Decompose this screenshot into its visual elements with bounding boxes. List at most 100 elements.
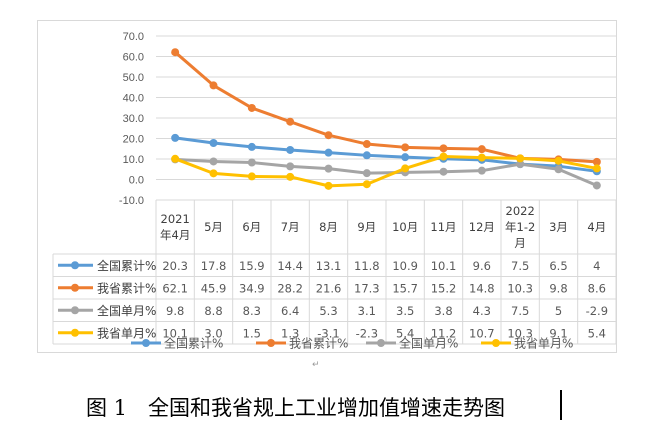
data-table-cell: 10.1: [162, 326, 188, 340]
y-tick-label: 10.0: [123, 154, 144, 166]
row-header: 全国单月%: [97, 303, 156, 318]
data-point: [439, 167, 448, 176]
data-table-cell: 34.9: [239, 281, 265, 295]
row-header: 我省累计%: [97, 281, 156, 295]
category-label: 8月: [319, 220, 338, 234]
paragraph-mark: ↵: [312, 360, 320, 370]
data-table-cell: 10.1: [431, 259, 457, 273]
data-table-cell: 5.4: [396, 326, 414, 340]
series-line: [174, 155, 598, 188]
data-point: [592, 164, 601, 173]
data-table-cell: 4.3: [473, 304, 491, 318]
data-point: [247, 172, 256, 181]
data-point: [439, 144, 448, 153]
legend-key-marker: [71, 261, 79, 270]
legend-key-marker: [71, 328, 79, 337]
data-table-cell: 1.5: [243, 326, 261, 340]
category-label: 年1-2: [505, 220, 535, 234]
y-tick-label: 30.0: [123, 113, 144, 125]
y-tick-label: 70.0: [123, 31, 144, 43]
legend-label: 全国累计%: [164, 336, 223, 351]
data-table-cell: 3.5: [396, 304, 414, 318]
data-table-cell: 10.9: [392, 259, 418, 273]
category-label: 10月: [392, 220, 418, 234]
data-point: [324, 148, 333, 157]
category-label: 5月: [204, 220, 223, 234]
data-table-cell: 15.2: [431, 281, 457, 295]
data-point: [286, 145, 295, 154]
data-table-cell: -2.3: [356, 326, 378, 340]
y-tick-label: 50.0: [123, 72, 144, 84]
legend-label: 全国单月%: [399, 336, 458, 351]
data-table-cell: 10.3: [507, 326, 533, 340]
data-table-cell: 11.8: [354, 259, 380, 273]
legend-label: 我省单月%: [514, 337, 573, 351]
data-table-cell: 11.2: [431, 326, 457, 340]
data-table-cell: 4: [593, 259, 600, 273]
data-point: [324, 164, 333, 173]
data-table-cell: 14.8: [469, 281, 495, 295]
legend-key-marker: [71, 306, 79, 315]
data-table-cell: -2.9: [586, 304, 608, 318]
data-point: [247, 103, 256, 112]
data-point: [362, 169, 371, 178]
data-point: [324, 181, 333, 190]
category-label: 4月: [587, 220, 606, 234]
data-point: [209, 81, 218, 90]
series-line: [175, 157, 598, 187]
legend-marker: [377, 339, 385, 347]
data-table-cell: 9.8: [549, 281, 567, 295]
data-point: [286, 117, 295, 126]
data-table-cell: 5: [555, 304, 562, 318]
y-tick-label: 20.0: [123, 134, 144, 146]
category-label: 9月: [357, 220, 376, 234]
data-point: [209, 169, 218, 178]
category-label: 年4月: [160, 228, 190, 242]
data-table-cell: 8.3: [243, 304, 261, 318]
legend-label: 我省累计%: [289, 337, 348, 351]
data-table-cell: 13.1: [316, 259, 342, 273]
category-label: 12月: [469, 220, 495, 234]
data-point: [401, 164, 410, 173]
data-point: [286, 162, 295, 171]
data-point: [592, 181, 601, 190]
data-table-cell: 62.1: [162, 281, 188, 295]
text-cursor: [560, 390, 562, 420]
data-point: [401, 153, 410, 162]
data-table-cell: 17.8: [201, 259, 227, 273]
data-point: [439, 152, 448, 161]
data-point: [171, 48, 180, 57]
data-point: [401, 143, 410, 152]
data-table-cell: 9.1: [549, 326, 567, 340]
legend-key-marker: [71, 283, 79, 292]
data-point: [171, 154, 180, 163]
category-label: 3月: [549, 220, 568, 234]
line-chart-with-data-table: 70.0 60.0 50.0 40.0 30.0 20.0 10.0 0.0 -10.0 2021…: [52, 31, 617, 351]
data-table-cell: 28.2: [277, 281, 303, 295]
row-header: 全国累计%: [97, 258, 156, 273]
data-point: [554, 156, 563, 165]
data-table-cell: 45.9: [201, 281, 227, 295]
figure-caption[interactable]: 图 1 全国和我省规上工业增加值增速走势图: [86, 396, 506, 420]
data-point: [209, 139, 218, 148]
data-point: [516, 154, 525, 163]
legend-marker: [267, 339, 275, 347]
data-table-cell: 6.5: [549, 259, 567, 273]
data-table-cell: 15.9: [239, 259, 265, 273]
data-point: [477, 153, 486, 162]
data-point: [477, 166, 486, 175]
data-table-cell: 9.6: [473, 259, 491, 273]
chart-frame: 70.0 60.0 50.0 40.0 30.0 20.0 10.0 0.0 -10.0 2021…: [37, 20, 617, 353]
data-point: [247, 158, 256, 167]
data-table-cell: 20.3: [162, 259, 188, 273]
category-label: 月: [514, 236, 526, 250]
data-table-cell: 21.6: [316, 281, 342, 295]
y-tick-label: 40.0: [123, 93, 144, 105]
data-table-cell: 10.7: [469, 326, 495, 340]
data-point: [171, 133, 180, 142]
data-point: [362, 151, 371, 160]
data-table-cell: 9.8: [166, 304, 184, 318]
legend-marker: [492, 339, 500, 347]
legend-marker: [142, 339, 150, 347]
data-point: [362, 180, 371, 189]
